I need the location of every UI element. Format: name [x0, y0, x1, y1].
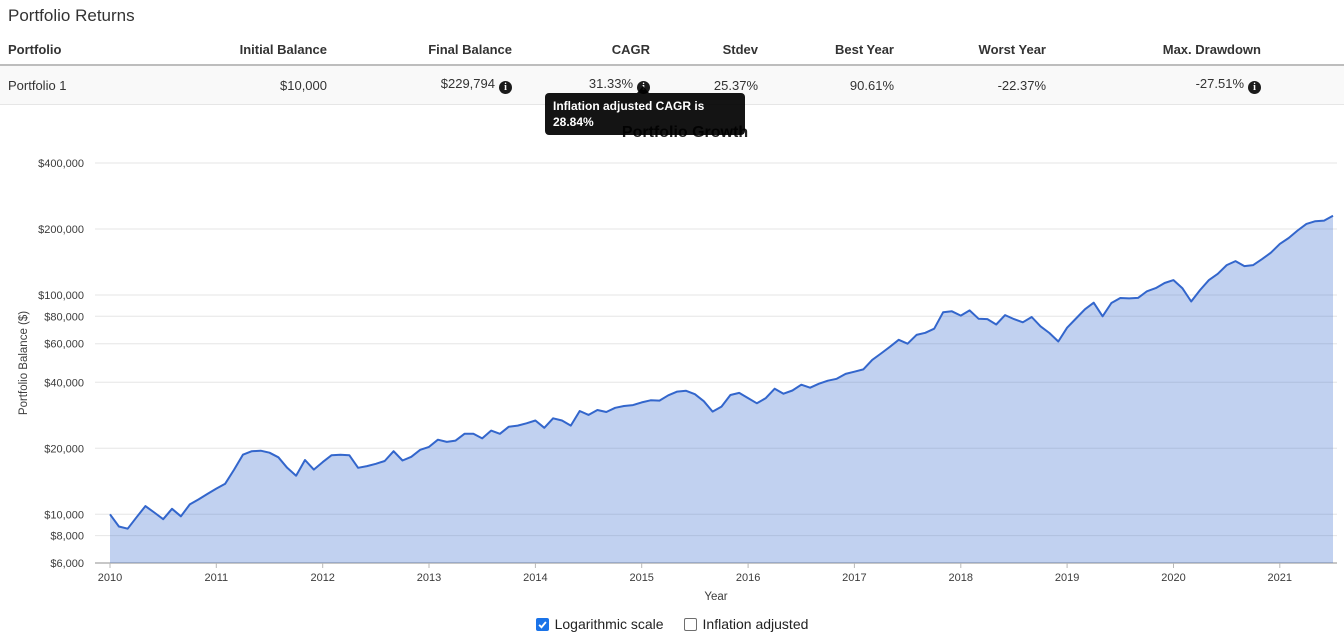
y-axis-tick-label: $100,000 [38, 290, 84, 302]
portfolio-growth-chart[interactable]: $6,000 $8,000 $10,000 $20,000 $40,000 $60,000… [0, 135, 1344, 615]
y-axis-tick-label: $8,000 [50, 531, 84, 543]
chart-controls-bar: Logarithmic scale Inflation adjusted [0, 616, 1344, 632]
cell-worst-year: -22.37% [894, 65, 1046, 105]
final-balance-info-icon[interactable]: i [499, 81, 512, 94]
x-axis-tick-label: 2017 [842, 572, 866, 584]
final-balance-value: $229,794 [440, 76, 495, 91]
column-header-initial-balance: Initial Balance [210, 38, 327, 66]
checkmark-icon [538, 620, 547, 629]
tooltip-arrow-icon [637, 86, 649, 93]
cell-filler [1261, 65, 1344, 105]
series-area [110, 215, 1333, 564]
logarithmic-scale-option[interactable]: Logarithmic scale [535, 616, 664, 632]
x-axis-tick-label: 2019 [1055, 572, 1079, 584]
cagr-tooltip: Inflation adjusted CAGR is 28.84% [545, 86, 745, 136]
cell-portfolio-name: Portfolio 1 [0, 65, 210, 105]
x-axis-tick-label: 2012 [310, 572, 334, 584]
x-axis-tick-label: 2015 [629, 572, 653, 584]
y-axis-tick-label: $20,000 [44, 443, 84, 455]
y-axis-tick-label: $60,000 [44, 339, 84, 351]
max-drawdown-info-icon[interactable]: i [1248, 81, 1261, 94]
cell-best-year: 90.61% [758, 65, 894, 105]
y-axis-tick-label: $40,000 [44, 377, 84, 389]
table-header-row: Portfolio Initial Balance Final Balance … [0, 38, 1344, 66]
cell-final-balance: $229,794 i [327, 65, 512, 105]
y-axis-title: Portfolio Balance ($) [18, 311, 30, 415]
column-header-stdev: Stdev [650, 38, 758, 66]
x-axis-tick-label: 2016 [736, 572, 760, 584]
x-axis-tick-label: 2013 [417, 572, 441, 584]
x-axis-tick-label: 2021 [1268, 572, 1292, 584]
y-axis-tick-label: $10,000 [44, 509, 84, 521]
column-header-best-year: Best Year [758, 38, 894, 66]
column-header-filler [1261, 38, 1344, 66]
column-header-max-drawdown: Max. Drawdown [1046, 38, 1261, 66]
column-header-cagr: CAGR [512, 38, 650, 66]
x-axis-tick-label: 2014 [523, 572, 547, 584]
inflation-adjusted-checkbox[interactable] [683, 617, 697, 631]
logarithmic-scale-label[interactable]: Logarithmic scale [554, 616, 664, 632]
inflation-adjusted-option[interactable]: Inflation adjusted [683, 616, 809, 632]
max-drawdown-value: -27.51% [1195, 76, 1244, 91]
inflation-adjusted-label[interactable]: Inflation adjusted [702, 616, 809, 632]
tooltip-text: Inflation adjusted CAGR is 28.84% [553, 99, 705, 130]
x-axis-tick-label: 2020 [1161, 572, 1185, 584]
cell-max-drawdown: -27.51% i [1046, 65, 1261, 105]
column-header-final-balance: Final Balance [327, 38, 512, 66]
x-axis-tick-label: 2011 [204, 572, 228, 584]
page-title: Portfolio Returns [8, 6, 135, 25]
y-axis-tick-label: $200,000 [38, 224, 84, 236]
y-axis-tick-label: $400,000 [38, 158, 84, 170]
cagr-value: 31.33% [588, 76, 633, 91]
x-axis-tick-label: 2018 [949, 572, 973, 584]
column-header-worst-year: Worst Year [894, 38, 1046, 66]
x-axis-title: Year [704, 591, 727, 603]
logarithmic-scale-checkbox[interactable] [535, 617, 549, 631]
y-axis-tick-label: $80,000 [44, 311, 84, 323]
y-axis-tick-label: $6,000 [50, 558, 84, 570]
cell-initial-balance: $10,000 [210, 65, 327, 105]
x-axis-tick-label: 2010 [98, 572, 122, 584]
series-line [109, 214, 1334, 530]
column-header-portfolio: Portfolio [0, 38, 210, 66]
